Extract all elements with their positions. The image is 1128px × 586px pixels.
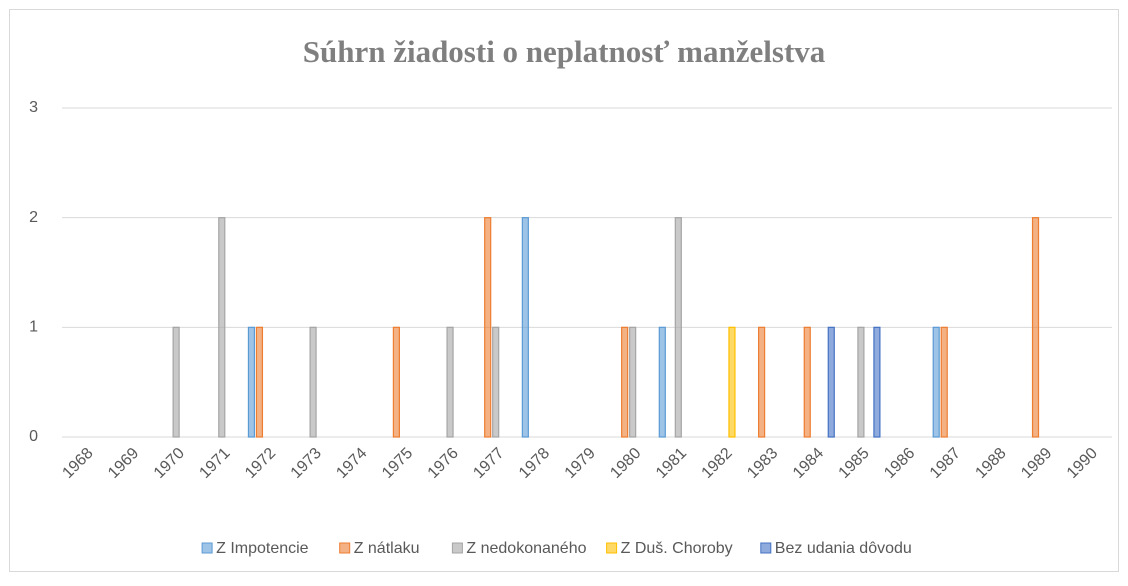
bar [392, 326, 400, 438]
y-tick-label: 1 [29, 319, 38, 336]
bar [873, 326, 881, 438]
legend-swatch [760, 542, 772, 554]
bar [728, 326, 736, 438]
bar [803, 326, 811, 438]
y-tick-label: 0 [29, 428, 38, 445]
bar [940, 326, 948, 438]
chart-title: Súhrn žiadosti o neplatnosť manželstva [303, 34, 826, 69]
legend-label: Z nedokonaného [466, 540, 586, 557]
bar [658, 326, 666, 438]
legend-label: Z Duš. Choroby [621, 540, 733, 557]
legend-swatch [451, 542, 463, 554]
legend-swatch [606, 542, 618, 554]
bar [674, 217, 682, 438]
bar [758, 326, 766, 438]
bar [827, 326, 835, 438]
y-tick-label: 3 [29, 99, 38, 116]
legend-label: Z Impotencie [216, 540, 309, 557]
legend-label: Bez udania dôvodu [775, 540, 912, 557]
bar [621, 326, 629, 438]
bar [309, 326, 317, 438]
bar [218, 217, 226, 438]
bar [484, 217, 492, 438]
bar [629, 326, 637, 438]
bar [247, 326, 256, 438]
legend-swatch [201, 542, 213, 554]
chart-border [9, 9, 1119, 572]
bar [521, 217, 529, 438]
legend-swatch [339, 542, 351, 554]
legend-label: Z nátlaku [354, 540, 420, 557]
bar [446, 326, 454, 438]
bar [1031, 217, 1040, 438]
bar [492, 326, 500, 438]
bar [932, 326, 940, 438]
bar [255, 326, 264, 438]
bar [172, 326, 180, 438]
y-tick-label: 2 [29, 209, 38, 226]
bar [857, 326, 865, 438]
